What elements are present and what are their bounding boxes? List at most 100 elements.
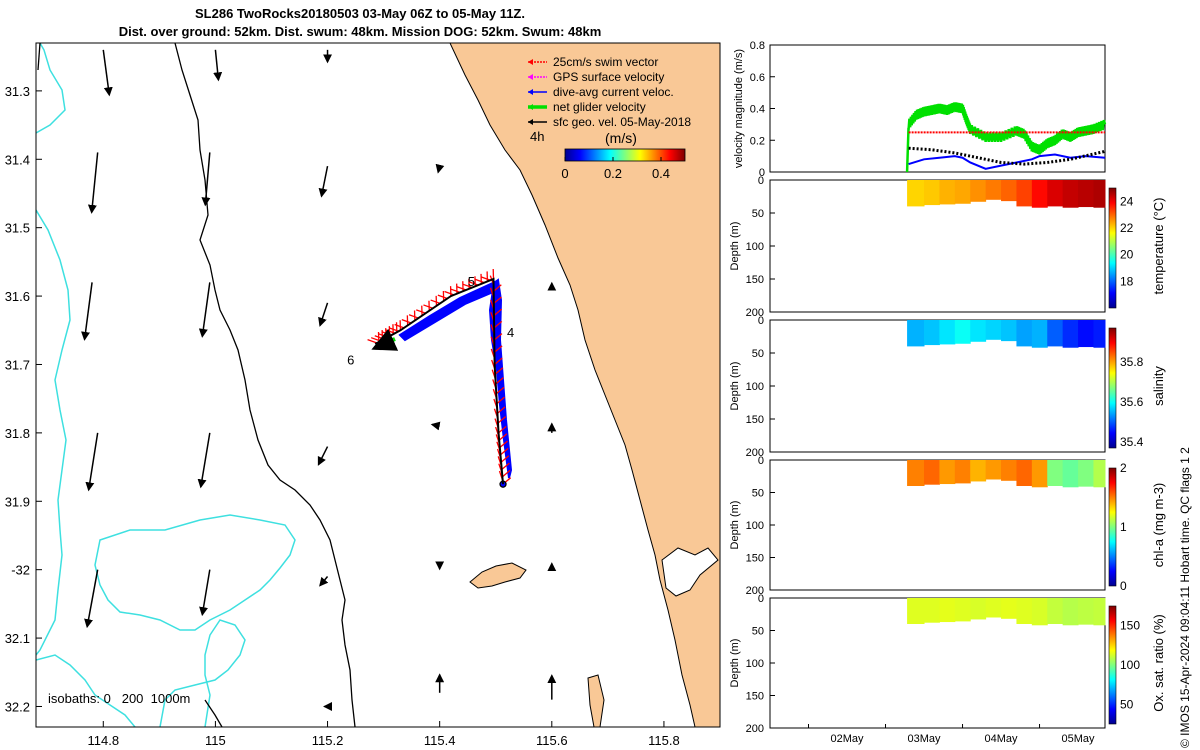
swim-vector <box>444 290 455 296</box>
isobath-cyan-1 <box>36 43 66 134</box>
colorbar-label: Ox. sat. ratio (%) <box>1151 614 1166 712</box>
velocity-y-tick-label: 0.2 <box>750 135 765 147</box>
time-x-tick-label: 02May <box>830 733 864 745</box>
map-y-tick-label: 31.8 <box>5 426 30 441</box>
legend-label: 25cm/s swim vector <box>553 55 658 69</box>
geo-velocity-vector <box>319 576 329 587</box>
chart-title-line-1: SL286 TwoRocks20180503 03-May 06Z to 05-… <box>195 6 525 21</box>
colorbar-tick-label: 50 <box>1120 697 1134 711</box>
heatmap-cell <box>1093 180 1106 208</box>
geo-velocity-vector <box>102 49 113 97</box>
geo-velocity-vector <box>197 432 211 489</box>
swim-vector <box>401 318 412 324</box>
map-colorbar-ticks: 0 0.2 0.4 <box>561 157 670 181</box>
heatmap-cell <box>907 598 925 624</box>
swim-vector <box>367 339 378 344</box>
series-net-glider-velocity <box>905 102 1107 173</box>
map-y-tick-label: 32.1 <box>5 631 30 646</box>
heatmap-y-tick-label: 50 <box>752 626 764 638</box>
land-mass <box>449 43 720 727</box>
colorbar-tick-label: 35.6 <box>1120 395 1144 409</box>
swim-vector <box>494 367 504 375</box>
heatmap-cell <box>1062 180 1079 208</box>
heatmap-cell <box>1047 180 1064 207</box>
isobath-1000m <box>174 43 356 727</box>
map-colorbar <box>564 148 686 162</box>
map-frame <box>35 42 721 728</box>
legend-time-label: 4h <box>530 129 544 144</box>
heatmap-y-tick-label: 150 <box>746 274 764 286</box>
heatmap-colorbar <box>1108 467 1117 587</box>
velocity-y-tick-label: 0 <box>759 167 765 179</box>
geo-velocity-vector <box>199 569 211 617</box>
map-y-tick-label: 31.5 <box>5 221 30 236</box>
swim-vector <box>450 288 461 294</box>
heatmap-cell <box>1078 320 1094 348</box>
isobath-cyan-4 <box>36 654 136 727</box>
heatmap-cell <box>954 320 971 344</box>
heatmap-cell <box>1031 598 1048 626</box>
heatmap-cell <box>924 320 940 346</box>
colorbar-tick-label: 20 <box>1120 248 1134 262</box>
map-colorbar-tick-label: 0 <box>561 166 568 181</box>
isobath-cyan-3 <box>159 619 246 727</box>
isobath-cyan-2 <box>36 209 71 656</box>
heatmap-cell <box>1016 598 1033 624</box>
map-x-tick-label: 114.8 <box>87 733 119 748</box>
colorbar-unit-label: (m/s) <box>605 130 637 146</box>
heatmap-cell <box>1001 320 1017 342</box>
swim-vector <box>423 304 434 309</box>
heatmap-y-tick-label: 200 <box>746 307 764 319</box>
colorbar-tick-label: 22 <box>1120 221 1134 235</box>
net-velocity-arrow <box>371 328 399 351</box>
heatmap-y-label: Depth (m) <box>729 362 741 411</box>
day-label: 5 <box>468 274 475 289</box>
day-labels: 4 5 6 <box>347 274 514 368</box>
legend-arrowhead <box>528 89 533 95</box>
heatmap-y-tick-label: 0 <box>758 593 764 605</box>
heatmap-cell <box>907 180 925 207</box>
swim-vector <box>497 416 507 424</box>
heatmap-y-tick-label: 100 <box>746 241 764 253</box>
geo-velocity-vector <box>84 569 99 629</box>
map-x-tick-label: 115.4 <box>424 733 456 748</box>
heatmap-cell <box>924 598 940 623</box>
velocity-y-label: velocity magnitude (m/s) <box>733 49 745 168</box>
glider-track <box>374 277 505 485</box>
colorbar-tick-label: 1 <box>1120 520 1127 534</box>
heatmap-cell <box>985 180 1002 200</box>
legend-arrowhead <box>528 119 533 125</box>
time-x-tick-label: 04May <box>985 733 1019 745</box>
heatmap-cell <box>1031 320 1048 348</box>
heatmap-cell <box>1031 180 1048 208</box>
heatmap-cell <box>985 598 1002 618</box>
swim-vector <box>495 377 504 385</box>
map-colorbar-tick-label: 0.2 <box>604 166 622 181</box>
heatmap-cell <box>1093 598 1106 626</box>
heatmap-y-label: Depth (m) <box>729 222 741 271</box>
legend-arrowhead <box>528 74 533 80</box>
swim-vector <box>494 345 503 353</box>
heatmap-y-tick-label: 200 <box>746 447 764 459</box>
map-y-tick-label: 31.4 <box>5 152 30 167</box>
heatmap-y-label: Depth (m) <box>729 639 741 688</box>
dive-avg-current-band <box>488 278 513 479</box>
colorbar-tick-label: 0 <box>1120 579 1127 593</box>
heatmap-cell <box>939 598 956 623</box>
colorbar-tick-label: 100 <box>1120 658 1140 672</box>
heatmap-colorbar <box>1108 605 1117 725</box>
heatmap-y-tick-label: 50 <box>752 348 764 360</box>
heatmap-cell <box>924 180 940 206</box>
heatmap-colorbar <box>1108 187 1117 309</box>
colorbar-tick-label: 150 <box>1120 619 1140 633</box>
geo-velocity-vector <box>201 152 211 207</box>
heatmap-y-tick-label: 150 <box>746 414 764 426</box>
map-y-tick-label: 31.6 <box>5 289 30 304</box>
map-y-tick-label: -32 <box>11 563 30 578</box>
map-x-ticks: 114.8 115 115.2 115.4 115.6 115.8 <box>87 721 680 748</box>
map-colorbar-tick-label: 0.4 <box>652 166 670 181</box>
swim-vector <box>474 278 485 284</box>
geo-velocity-vector <box>81 282 93 341</box>
swim-vector <box>493 333 503 341</box>
